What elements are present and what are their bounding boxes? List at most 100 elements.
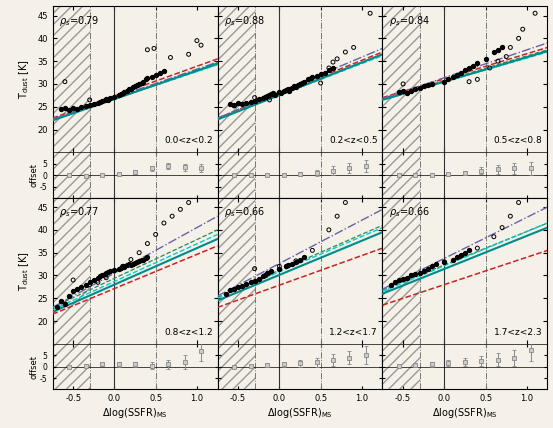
- X-axis label: $\Delta$log(SSFR)$_{\rm MS}$: $\Delta$log(SSFR)$_{\rm MS}$: [267, 406, 333, 420]
- Point: [473, 60, 482, 67]
- Point: [85, 279, 94, 286]
- Point: [250, 94, 259, 101]
- Point: [110, 93, 119, 100]
- Point: [291, 259, 300, 265]
- Point: [151, 231, 160, 238]
- Point: [176, 206, 185, 213]
- Point: [489, 233, 498, 240]
- Point: [81, 103, 90, 110]
- Bar: [383, 198, 420, 344]
- Point: [128, 261, 137, 268]
- Text: 0.8<z<1.2: 0.8<z<1.2: [164, 327, 212, 336]
- Point: [506, 44, 515, 51]
- Point: [285, 87, 294, 94]
- Point: [60, 104, 69, 111]
- Point: [288, 261, 296, 268]
- Point: [117, 265, 126, 271]
- Point: [325, 65, 333, 71]
- Point: [265, 270, 274, 276]
- Point: [399, 80, 408, 87]
- Point: [85, 96, 94, 103]
- Point: [95, 98, 104, 105]
- Point: [267, 268, 275, 274]
- Point: [137, 79, 146, 86]
- Point: [128, 84, 137, 91]
- Point: [325, 226, 333, 233]
- Point: [234, 100, 243, 107]
- Point: [131, 83, 139, 89]
- Point: [424, 265, 432, 272]
- Point: [81, 281, 90, 288]
- Point: [139, 78, 148, 85]
- Text: $\rho_s$=0.84: $\rho_s$=0.84: [389, 14, 430, 28]
- Point: [168, 213, 176, 220]
- Point: [531, 10, 540, 17]
- Point: [461, 249, 469, 256]
- Point: [518, 26, 527, 33]
- Point: [133, 82, 142, 89]
- Point: [135, 249, 144, 256]
- Point: [242, 100, 251, 107]
- Point: [263, 92, 272, 99]
- Point: [151, 71, 160, 78]
- Point: [502, 53, 510, 60]
- Point: [135, 80, 144, 87]
- Point: [316, 80, 325, 86]
- Bar: [53, 198, 90, 344]
- Point: [427, 80, 436, 87]
- Point: [452, 71, 461, 78]
- Y-axis label: offset: offset: [30, 355, 39, 379]
- Text: 1.2<z<1.7: 1.2<z<1.7: [329, 327, 378, 336]
- Point: [93, 279, 102, 286]
- Point: [149, 45, 158, 52]
- Point: [440, 259, 449, 265]
- Point: [100, 270, 109, 277]
- Point: [366, 10, 374, 17]
- Point: [333, 56, 342, 62]
- X-axis label: $\Delta$log(SSFR)$_{\rm MS}$: $\Delta$log(SSFR)$_{\rm MS}$: [102, 406, 168, 420]
- Bar: [217, 198, 254, 344]
- Point: [448, 256, 457, 263]
- Point: [275, 89, 284, 95]
- Point: [395, 89, 404, 95]
- Point: [506, 213, 515, 220]
- Point: [465, 78, 473, 85]
- Point: [486, 65, 494, 71]
- Text: $\rho_s$=0.66: $\rho_s$=0.66: [224, 205, 265, 219]
- Point: [275, 263, 284, 270]
- Point: [184, 199, 193, 206]
- Point: [159, 68, 168, 74]
- Point: [246, 98, 255, 105]
- Point: [166, 54, 175, 61]
- Bar: [217, 344, 254, 389]
- Point: [308, 247, 317, 254]
- Point: [143, 75, 152, 82]
- Point: [77, 283, 86, 290]
- Point: [192, 37, 201, 44]
- Point: [97, 272, 106, 279]
- Bar: [383, 344, 420, 389]
- Point: [122, 87, 131, 94]
- Point: [127, 85, 135, 92]
- Point: [411, 86, 420, 93]
- Point: [73, 286, 82, 293]
- Point: [489, 49, 498, 56]
- Bar: [53, 6, 90, 152]
- Point: [308, 74, 317, 80]
- Point: [118, 89, 127, 96]
- Point: [139, 257, 148, 264]
- Point: [135, 258, 144, 265]
- Point: [103, 96, 112, 103]
- Point: [295, 256, 304, 263]
- Point: [276, 89, 285, 96]
- Point: [268, 89, 277, 96]
- Bar: [53, 344, 90, 389]
- Point: [293, 82, 302, 89]
- Point: [424, 81, 432, 88]
- Point: [275, 265, 284, 272]
- Point: [122, 262, 131, 269]
- Point: [106, 95, 114, 101]
- Point: [415, 84, 424, 91]
- Point: [85, 281, 94, 288]
- Point: [390, 279, 399, 286]
